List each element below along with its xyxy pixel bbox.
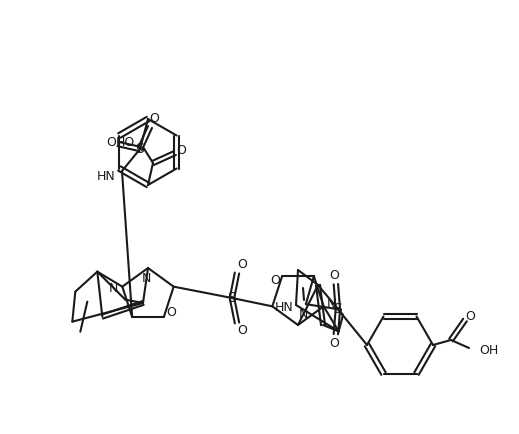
Text: S: S	[135, 142, 144, 156]
Text: S: S	[334, 302, 342, 316]
Text: O: O	[465, 309, 475, 322]
Text: O: O	[329, 269, 339, 282]
Text: HN: HN	[96, 170, 115, 183]
Text: O: O	[106, 137, 116, 149]
Text: N: N	[327, 298, 336, 311]
Text: S: S	[228, 291, 236, 305]
Text: O: O	[237, 259, 247, 272]
Text: OH: OH	[479, 345, 498, 358]
Text: N: N	[141, 272, 151, 285]
Text: O: O	[237, 325, 247, 338]
Text: N: N	[108, 282, 118, 295]
Text: HO: HO	[116, 137, 135, 149]
Text: N: N	[298, 309, 308, 322]
Text: O: O	[166, 306, 176, 319]
Text: O: O	[176, 145, 186, 158]
Text: O: O	[270, 274, 280, 286]
Text: O: O	[329, 337, 339, 350]
Text: HN: HN	[275, 301, 294, 314]
Text: O: O	[149, 112, 159, 125]
